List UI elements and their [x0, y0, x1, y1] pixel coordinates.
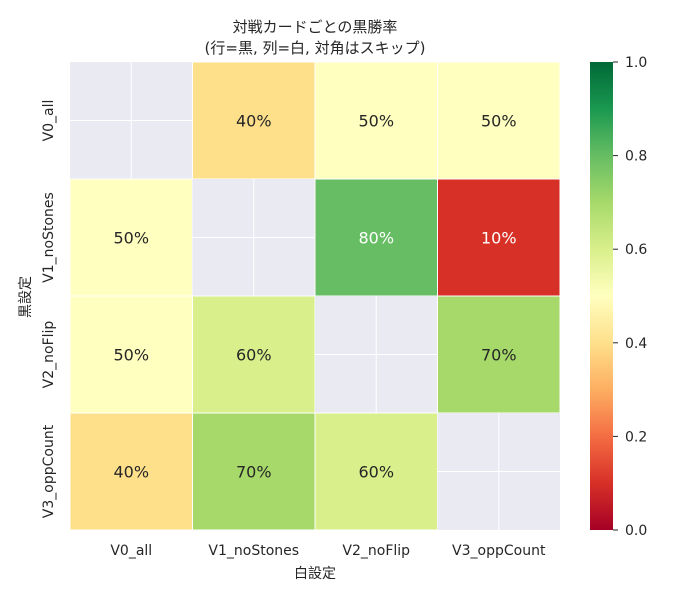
colorbar	[590, 62, 613, 530]
colorbar-tick-label: 0.6	[625, 242, 647, 258]
colorbar-tick-label: 0.2	[625, 429, 647, 445]
cell-value-label: 60%	[358, 463, 394, 482]
cell-value-label: 50%	[358, 112, 394, 131]
cell-value-label: 70%	[481, 346, 517, 365]
x-tick-label: V0_all	[110, 543, 152, 559]
cell-value-label: 40%	[113, 463, 149, 482]
y-tick-labels: V0_all V1_noStones V2_noFlip V3_oppCount	[41, 100, 57, 519]
cell-value-label: 50%	[113, 229, 149, 248]
chart-subtitle: (行=黒, 列=白, 対角はスキップ)	[205, 39, 426, 57]
cell-value-label: 50%	[113, 346, 149, 365]
heatmap-cells: 40% 50% 50% 50% 80% 10% 50% 60% 70% 40% 70% 60%	[69, 61, 561, 531]
colorbar-tick-label: 0.0	[625, 523, 647, 539]
heatmap-cell	[192, 61, 316, 180]
colorbar-tick-label: 0.4	[625, 336, 647, 352]
y-axis-label: 黒設定	[18, 276, 34, 318]
x-tick-labels: V0_all V1_noStones V2_noFlip V3_oppCount	[110, 543, 546, 559]
cell-value-label: 40%	[236, 112, 272, 131]
cell-value-label: 10%	[481, 229, 517, 248]
heatmap-cell	[69, 295, 193, 414]
cell-value-label: 60%	[236, 346, 272, 365]
x-axis-label: 白設定	[294, 566, 336, 582]
x-tick-label: V2_noFlip	[342, 543, 410, 559]
x-tick-label: V1_noStones	[208, 543, 299, 559]
heatmap-cell	[69, 178, 193, 297]
heatmap-cell	[192, 412, 316, 531]
y-tick-label: V1_noStones	[41, 192, 57, 283]
y-tick-label: V0_all	[41, 100, 57, 142]
x-tick-label: V3_oppCount	[452, 543, 546, 559]
colorbar-tick-label: 0.8	[625, 149, 647, 165]
heatmap-cell	[69, 412, 193, 531]
cell-value-label: 70%	[236, 463, 272, 482]
heatmap-cell	[314, 412, 438, 531]
cell-value-label: 80%	[358, 229, 394, 248]
heatmap-cell	[437, 61, 561, 180]
heatmap-cell	[437, 178, 561, 297]
cell-value-label: 50%	[481, 112, 517, 131]
heatmap-cell	[192, 295, 316, 414]
colorbar-ticks: 0.0 0.2 0.4 0.6 0.8 1.0	[613, 55, 647, 539]
colorbar-tick-label: 1.0	[625, 55, 647, 71]
heatmap-cell	[314, 178, 438, 297]
chart-title: 対戦カードごとの黒勝率	[233, 18, 398, 36]
y-tick-label: V3_oppCount	[41, 424, 57, 518]
heatmap-cell	[437, 295, 561, 414]
y-tick-label: V2_noFlip	[41, 321, 57, 389]
